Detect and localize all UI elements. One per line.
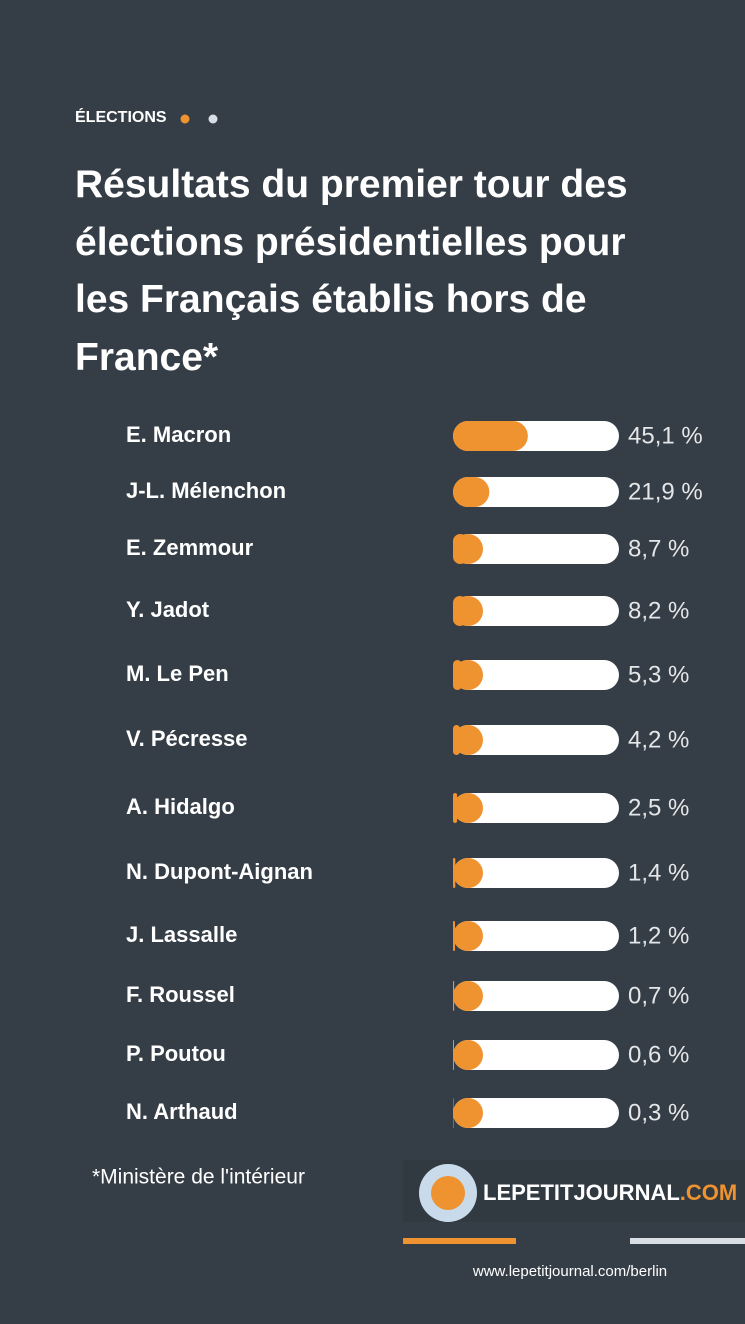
value-label: 8,7 % — [628, 535, 689, 562]
bar — [453, 534, 468, 564]
logo-name: LEPETITJOURNAL — [483, 1180, 680, 1205]
category-label: F. Roussel — [126, 982, 235, 1007]
chart-title: Résultats du premier tour des élections … — [75, 163, 628, 379]
url: www.lepetitjournal.com/berlin — [472, 1263, 667, 1280]
category-label: M. Le Pen — [126, 661, 229, 686]
bar-track — [453, 793, 619, 823]
bar — [453, 793, 458, 823]
bar-track — [453, 858, 619, 888]
bar-knob — [453, 921, 483, 951]
value-label: 1,4 % — [628, 859, 689, 886]
bar-knob — [453, 1098, 483, 1128]
bar — [453, 421, 528, 451]
category-label: E. Macron — [126, 422, 231, 447]
category-label: Y. Jadot — [126, 597, 210, 622]
bar-track — [453, 1040, 619, 1070]
rule — [403, 1238, 516, 1244]
bar-track — [453, 1098, 619, 1128]
dot — [208, 114, 218, 124]
bar-knob — [453, 858, 483, 888]
category-label: E. Zemmour — [126, 535, 254, 560]
logo-icon-inner — [431, 1176, 465, 1210]
category-label: J. Lassalle — [126, 922, 237, 947]
bar — [453, 477, 490, 507]
bar — [453, 660, 462, 690]
bar-knob — [453, 793, 483, 823]
value-label: 8,2 % — [628, 597, 689, 624]
bar-track — [453, 534, 619, 564]
bar-knob — [453, 725, 483, 755]
value-label: 0,6 % — [628, 1041, 689, 1068]
value-label: 21,9 % — [628, 478, 703, 505]
bar — [453, 858, 456, 888]
rule — [630, 1238, 745, 1244]
logo-text: LEPETITJOURNAL.COM — [483, 1180, 737, 1205]
category-label: N. Arthaud — [126, 1099, 238, 1124]
category-label: N. Dupont-Aignan — [126, 859, 313, 884]
value-label: 45,1 % — [628, 422, 703, 449]
category-label: J-L. Mélenchon — [126, 478, 286, 503]
value-label: 1,2 % — [628, 922, 689, 949]
value-label: 4,2 % — [628, 726, 689, 753]
value-label: 0,3 % — [628, 1099, 689, 1126]
bar-knob — [453, 1040, 483, 1070]
bar-knob — [453, 981, 483, 1011]
category-label: A. Hidalgo — [126, 794, 235, 819]
logo-suffix: .COM — [680, 1180, 737, 1205]
bar-track — [453, 981, 619, 1011]
category-label: V. Pécresse — [126, 726, 248, 751]
value-label: 5,3 % — [628, 661, 689, 688]
bar — [453, 921, 455, 951]
bar-track — [453, 725, 619, 755]
dot — [180, 114, 190, 124]
bar — [453, 725, 460, 755]
value-label: 2,5 % — [628, 794, 689, 821]
footnote: *Ministère de l'intérieur — [92, 1166, 305, 1189]
bar-track — [453, 660, 619, 690]
category-label: P. Poutou — [126, 1041, 226, 1066]
bar-track — [453, 921, 619, 951]
bar-track — [453, 477, 619, 507]
value-label: 0,7 % — [628, 982, 689, 1009]
bar — [453, 596, 467, 626]
bar — [453, 1040, 454, 1070]
bar — [453, 981, 455, 1011]
bar-track — [453, 596, 619, 626]
tag: ÉLECTIONS — [75, 109, 167, 126]
